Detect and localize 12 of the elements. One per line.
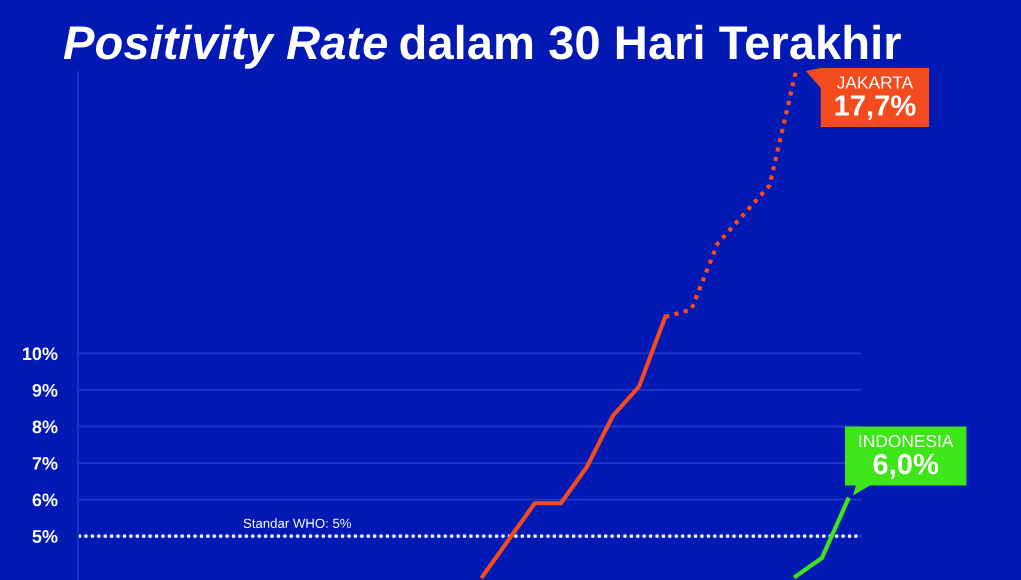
- data-label: 6,0%: [873, 453, 939, 479]
- chart-title: Positivity Rate dalam 30 Hari Terakhir: [63, 24, 901, 69]
- y-tick-label: 9%: [32, 383, 58, 397]
- y-tick-label: 6%: [32, 493, 58, 507]
- y-tick-label: 10%: [23, 347, 58, 361]
- data-label: 17,7%: [835, 95, 916, 121]
- text: JAKARTA: [836, 76, 914, 89]
- ref-line-label: Standar WHO: 5%: [243, 518, 352, 528]
- y-tick-label: 8%: [32, 420, 58, 434]
- y-tick-label: 5%: [32, 530, 58, 543]
- y-tick-label: 7%: [32, 457, 58, 470]
- text: INDONESIA: [859, 434, 954, 448]
